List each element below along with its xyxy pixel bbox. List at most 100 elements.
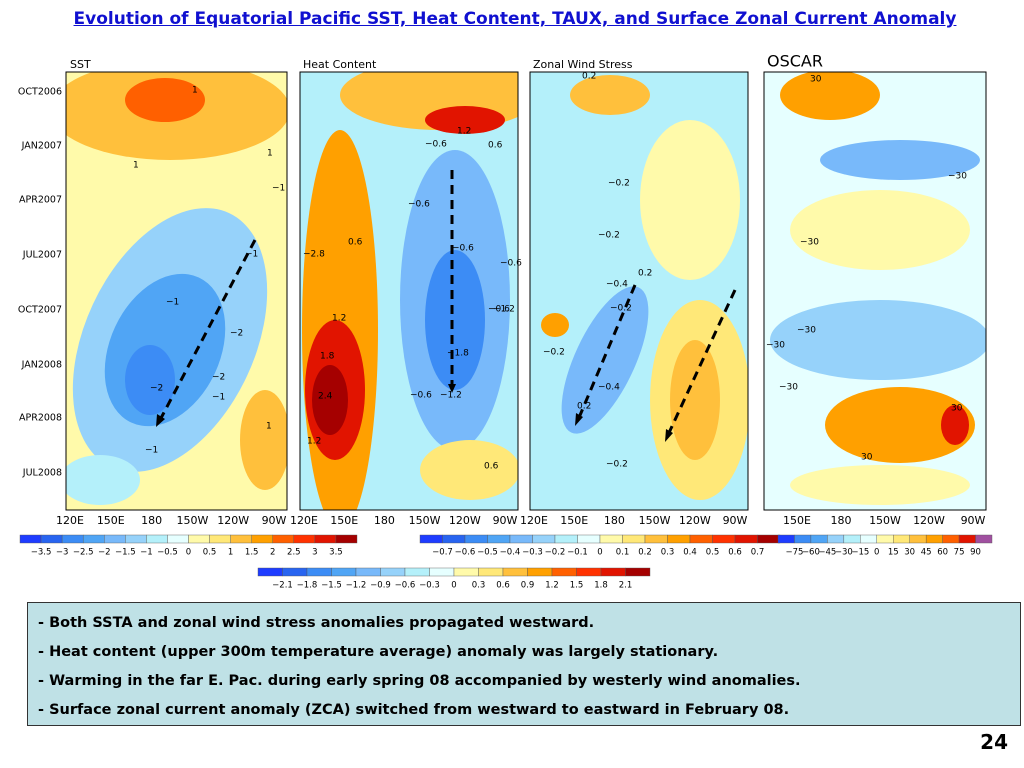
contour-label: 30 [951, 404, 963, 414]
x-axis-label: 120E [290, 514, 318, 527]
contour-label: −1.2 [493, 305, 515, 315]
colorbar-label: −1 [140, 548, 153, 558]
x-axis-label: 90W [262, 514, 287, 527]
contour-label: 30 [810, 75, 822, 85]
zonal-wind-field [530, 72, 748, 510]
contour-label: −30 [766, 341, 785, 351]
contour-label: −1 [166, 298, 179, 308]
colorbar-label: −2 [98, 548, 111, 558]
colorbar-swatch [689, 534, 713, 544]
bullet-text: Warming in the far E. Pac. during early … [49, 673, 801, 689]
colorbar-swatch [355, 567, 381, 577]
colorbar-swatch [909, 534, 927, 544]
colorbar-label: 0.3 [661, 548, 675, 558]
colorbar-swatch [380, 567, 406, 577]
colorbar-label: 75 [954, 548, 965, 558]
colorbar-swatch [209, 534, 231, 544]
slide-title: Evolution of Equatorial Pacific SST, Hea… [73, 9, 957, 29]
colorbar-swatch [600, 567, 626, 577]
x-axis-label: 180 [374, 514, 395, 527]
x-axis-label: 120E [520, 514, 548, 527]
colorbar-swatch [827, 534, 845, 544]
contour-label: 1.2 [332, 314, 346, 324]
colorbar-swatch [794, 534, 812, 544]
contour-label: −0.2 [606, 460, 628, 470]
colorbar-label: −60 [802, 548, 820, 558]
colorbar-label: 3 [312, 548, 317, 558]
colorbar-swatch [551, 567, 577, 577]
panel-title: Zonal Wind Stress [533, 58, 633, 71]
colorbar-swatch [272, 534, 295, 544]
colorbar-swatch [554, 534, 578, 544]
colorbar-swatch [576, 567, 602, 577]
contour-label: −2 [150, 384, 163, 394]
x-axis-label: 150E [783, 514, 811, 527]
colorbar-label: 1 [228, 548, 233, 558]
page-number: 24 [980, 730, 1008, 754]
colorbar-swatch [527, 567, 553, 577]
colorbar-label: −3 [56, 548, 69, 558]
colorbar-swatch [82, 534, 105, 544]
colorbar-label: 0 [186, 548, 191, 558]
x-axis-label: 120W [679, 514, 711, 527]
x-axis-label: 150E [330, 514, 358, 527]
contour-label: 1.8 [320, 352, 335, 362]
y-axis-label: JAN2007 [21, 141, 62, 152]
colorbar-label: 0.5 [706, 548, 720, 558]
contour-label: 1.2 [457, 127, 471, 137]
contour-label: 1 [192, 86, 198, 96]
contour-label: −30 [948, 172, 967, 182]
x-axis-label: 150W [176, 514, 208, 527]
x-axis-label: 180 [141, 514, 162, 527]
summary-box: - Both SSTA and zonal wind stress anomal… [27, 602, 1021, 726]
contour-label: 0.2 [582, 72, 596, 82]
contour-label: 1 [266, 422, 272, 432]
x-axis-label: 180 [604, 514, 625, 527]
colorbar-swatch [335, 534, 358, 544]
colorbar-swatch [843, 534, 861, 544]
bullet: - Warming in the far E. Pac. during earl… [38, 673, 801, 689]
colorbar-swatch [893, 534, 910, 544]
x-axis-label: 150W [639, 514, 671, 527]
colorbar-swatch [625, 567, 651, 577]
contour-label: 0.6 [484, 462, 499, 472]
colorbar-swatch [502, 567, 528, 577]
colorbar-swatch [942, 534, 960, 544]
colorbar-label: 0 [874, 548, 879, 558]
colorbar-swatch [644, 534, 668, 544]
colorbar-swatch [810, 534, 828, 544]
contour-label: 1 [267, 149, 273, 159]
colorbar-label: −0.4 [500, 548, 521, 558]
contour-labels: 1 1 1 −1 −1 −2 −2 −2 −1 −1 1 −1 1.2 −0.6… [133, 72, 967, 472]
colorbar-swatch [622, 534, 646, 544]
colorbar-label: −3.5 [31, 548, 52, 558]
colorbar-swatch [860, 534, 877, 544]
colorbar-swatch [532, 534, 556, 544]
colorbar-label: 60 [937, 548, 948, 558]
colorbar-label: −0.5 [157, 548, 178, 558]
colorbar-label: 0 [451, 581, 456, 591]
colorbar-label: 1.2 [545, 581, 559, 591]
colorbar-label: −2.5 [73, 548, 94, 558]
colorbar-swatch [257, 567, 283, 577]
colorbar-swatch [293, 534, 316, 544]
colorbar-swatch [282, 567, 308, 577]
colorbar-label: 0.2 [638, 548, 652, 558]
colorbar-label: 0.9 [521, 581, 535, 591]
colorbar-swatch [314, 534, 337, 544]
colorbar-label: 0 [597, 548, 602, 558]
contour-label: −1 [212, 393, 225, 403]
contour-label: −0.2 [610, 304, 632, 314]
contour-label: 2.4 [318, 392, 333, 402]
contour-label: −2.8 [303, 250, 325, 260]
colorbar-label: 3.5 [329, 548, 343, 558]
colorbar-swatch [251, 534, 273, 544]
contour-label: −0.6 [500, 259, 522, 269]
colorbar-swatch [61, 534, 84, 544]
colorbar-swatch [230, 534, 252, 544]
colorbar-label: 1.5 [245, 548, 259, 558]
colorbar-swatch [509, 534, 533, 544]
y-axis-label: OCT2007 [18, 305, 62, 316]
colorbar-swatch [146, 534, 168, 544]
